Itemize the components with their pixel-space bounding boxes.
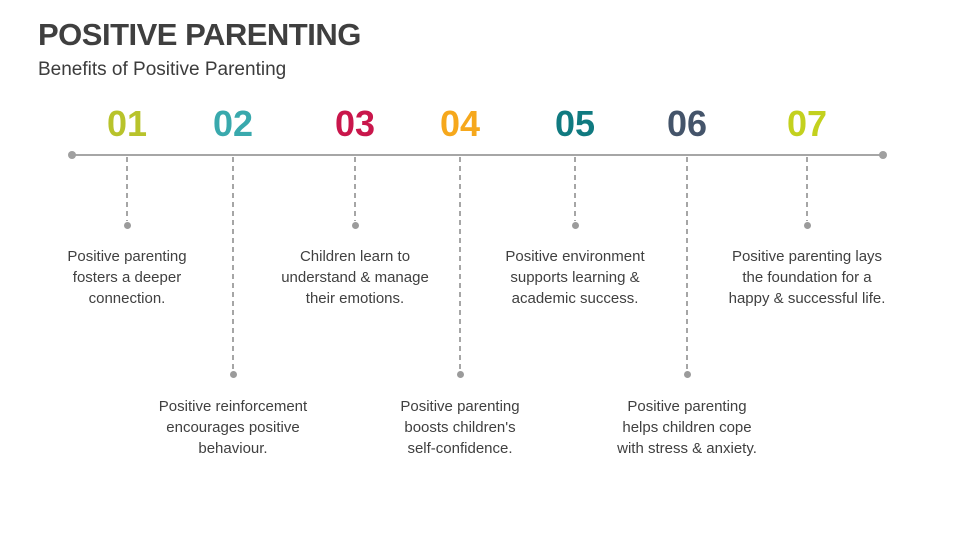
description-line: happy & successful life.	[728, 290, 886, 307]
connector-endpoint-dot	[351, 222, 359, 229]
description-line: behaviour.	[198, 440, 268, 457]
description-line: Positive environment	[505, 248, 645, 265]
description-line: their emotions.	[305, 290, 405, 307]
description-line: boosts children's	[404, 419, 516, 436]
timeline-item-description: Positive parenting fosters a deeper connec…	[27, 246, 227, 309]
description-line: understand & manage	[281, 269, 429, 286]
timeline-item-number: 03	[334, 103, 376, 144]
description-line: the foundation for a	[742, 269, 872, 286]
description-line: fosters a deeper	[72, 269, 182, 286]
description-line: Positive parenting	[67, 248, 187, 265]
description-line: with stress & anxiety.	[617, 440, 757, 457]
connector-endpoint-dot	[683, 371, 691, 378]
dashed-connector-line	[686, 157, 688, 371]
description-line: Positive parenting lays	[731, 248, 883, 265]
timeline-item-description: Positive reinforcement encourages positiv…	[133, 396, 333, 459]
timeline-item-description: Positive parenting lays the foundation fo…	[707, 246, 907, 309]
description-line: supports learning &	[510, 269, 640, 286]
description-line: connection.	[88, 290, 166, 307]
dashed-connector-line	[126, 157, 128, 221]
connector-endpoint-dot	[229, 371, 237, 378]
timeline-item-description: Positive parenting helps children cope wit…	[587, 396, 787, 459]
description-line: Positive parenting	[627, 398, 747, 415]
connector-endpoint-dot	[456, 371, 464, 378]
dashed-connector-line	[354, 157, 356, 221]
description-line: helps children cope	[622, 419, 752, 436]
dashed-connector-line	[459, 157, 461, 371]
timeline-axis	[72, 154, 883, 156]
description-line: Positive parenting	[400, 398, 520, 415]
description-line: Positive reinforcement	[158, 398, 308, 415]
timeline-item-description: Children learn to understand & manage thei…	[255, 246, 455, 309]
timeline-item-number: 07	[786, 103, 828, 144]
slide-title: POSITIVE PARENTING	[38, 17, 361, 52]
timeline-item-description: Positive parenting boosts children's self-…	[360, 396, 560, 459]
timeline-item-number: 02	[212, 103, 254, 144]
timeline-item-number: 05	[554, 103, 596, 144]
description-line: self-confidence.	[407, 440, 513, 457]
slide-subtitle: Benefits of Positive Parenting	[38, 59, 287, 80]
connector-endpoint-dot	[123, 222, 131, 229]
timeline-item-description: Positive environment supports learning & a…	[475, 246, 675, 309]
dashed-connector-line	[806, 157, 808, 221]
description-line: academic success.	[511, 290, 639, 307]
timeline-start-dot	[68, 151, 76, 159]
timeline-item-number: 04	[439, 103, 481, 144]
timeline-item-number: 01	[106, 103, 148, 144]
description-line: Children learn to	[299, 248, 411, 265]
dashed-connector-line	[232, 157, 234, 371]
connector-endpoint-dot	[571, 222, 579, 229]
timeline-item-number: 06	[666, 103, 708, 144]
connector-endpoint-dot	[803, 222, 811, 229]
description-line: encourages positive	[166, 419, 300, 436]
timeline-end-dot	[879, 151, 887, 159]
dashed-connector-line	[574, 157, 576, 221]
